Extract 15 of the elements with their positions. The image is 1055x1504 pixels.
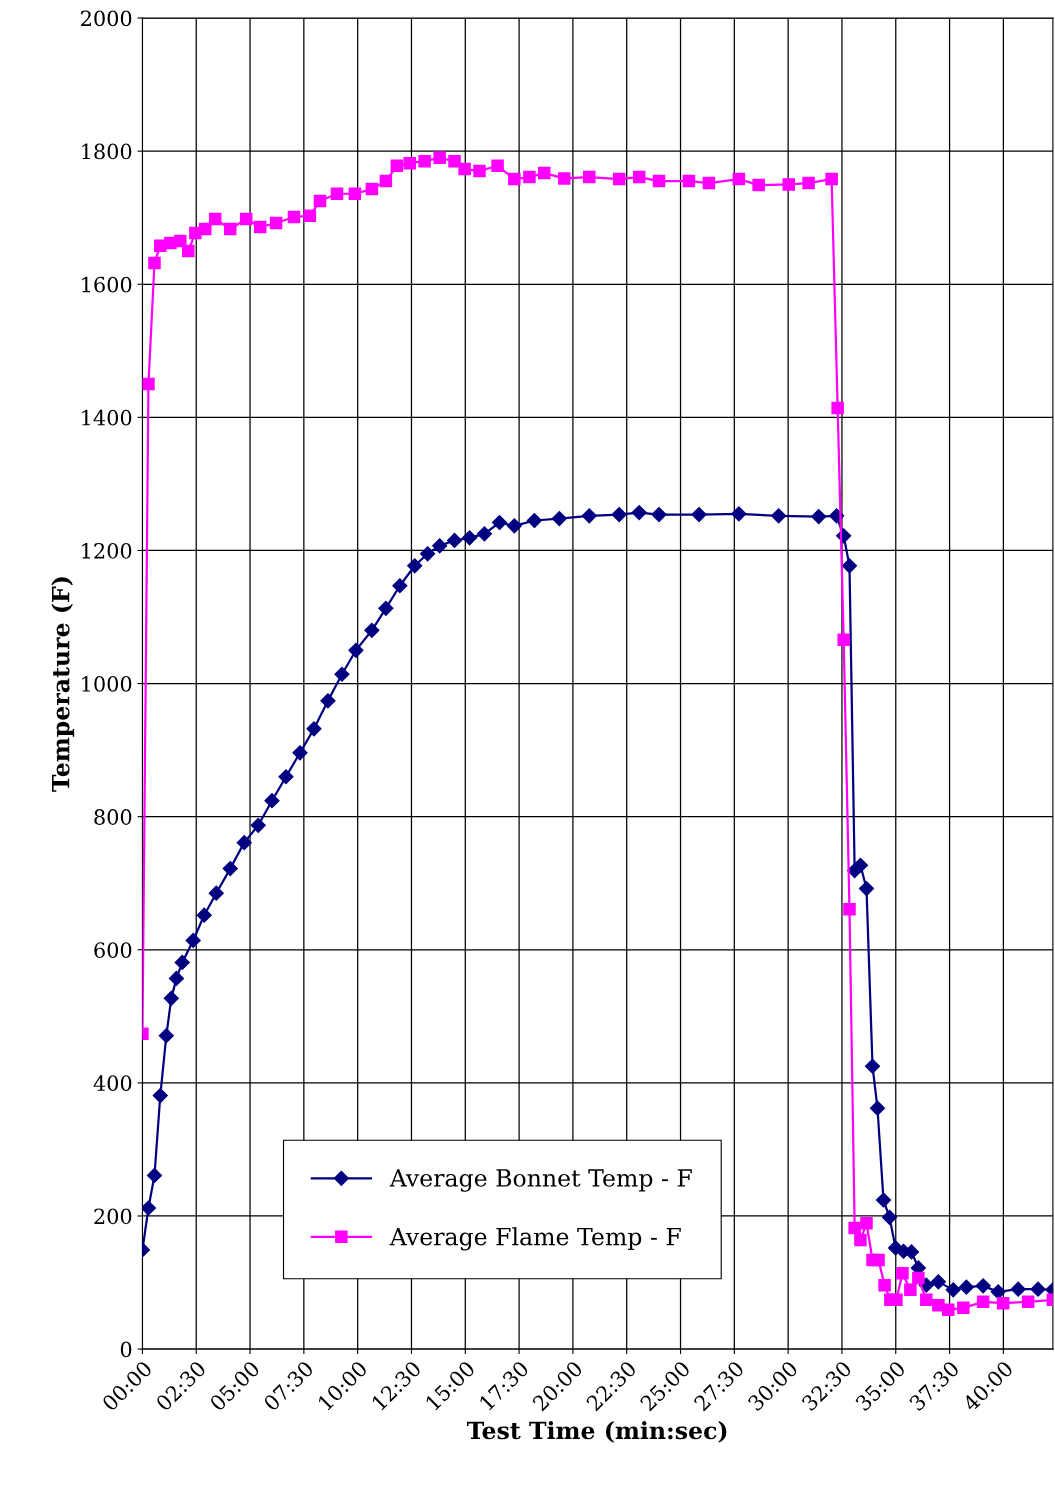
y-tick-label: 1800 bbox=[82, 143, 132, 160]
y-tick-label: 400 bbox=[93, 1075, 132, 1092]
y-tick-label: 2000 bbox=[81, 10, 132, 27]
y-tick-label: 1000 bbox=[82, 676, 132, 692]
x-axis-title: Test Time (min:sec) bbox=[466, 1421, 727, 1443]
y-tick-label: 600 bbox=[94, 942, 132, 958]
y-tick-label: 200 bbox=[94, 1208, 132, 1225]
y-axis-title: Temperature (F) bbox=[51, 577, 75, 792]
y-tick-label: 0 bbox=[120, 1341, 132, 1358]
legend-label: Average Flame Temp - F bbox=[389, 1227, 681, 1251]
y-tick-label: 1600 bbox=[82, 276, 132, 293]
y-tick-label: 1400 bbox=[82, 409, 132, 426]
legend-label: Average Bonnet Temp - F bbox=[389, 1169, 692, 1192]
y-tick-label: 800 bbox=[94, 809, 132, 825]
y-tick-label: 1200 bbox=[82, 542, 132, 559]
